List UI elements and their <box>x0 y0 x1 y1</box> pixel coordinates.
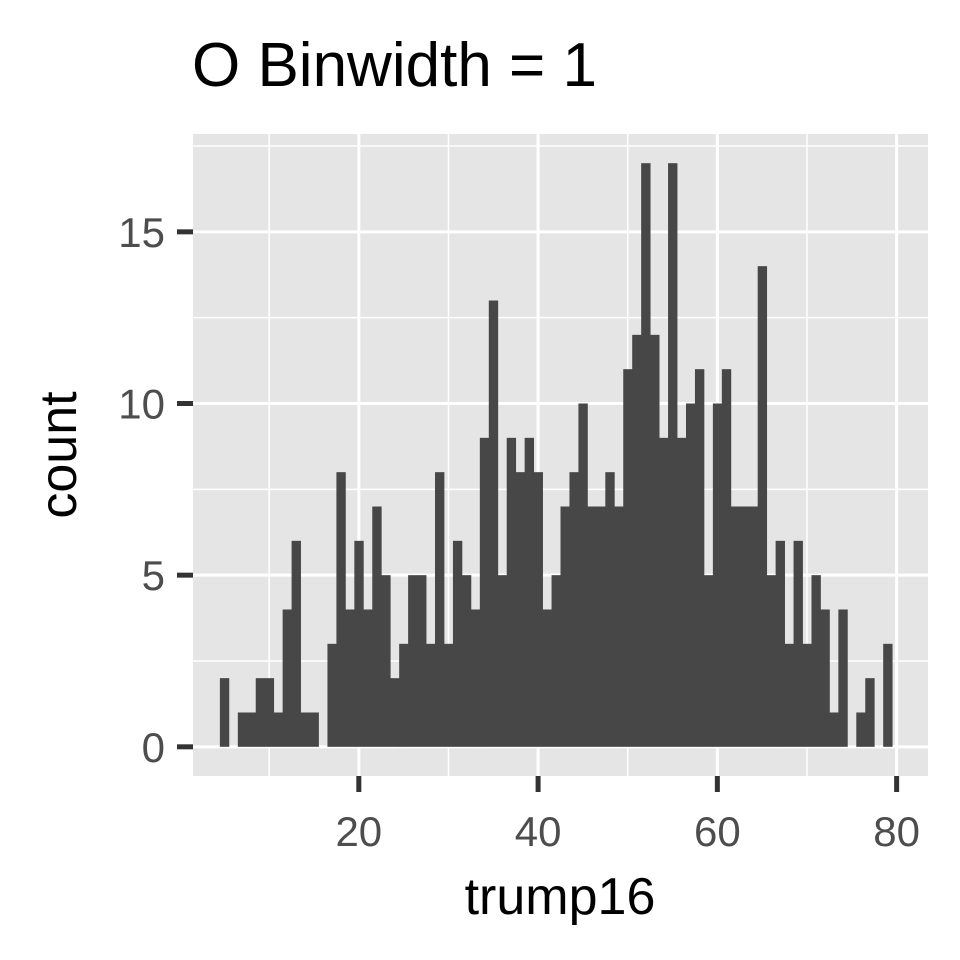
histogram-bar <box>255 678 266 747</box>
histogram-bar <box>372 506 382 747</box>
histogram-bar <box>641 163 651 747</box>
y-tick-label: 5 <box>142 552 165 599</box>
histogram-bar <box>650 334 660 747</box>
histogram-bar <box>560 506 570 747</box>
histogram-bar <box>345 609 355 747</box>
histogram-bar <box>309 712 319 747</box>
histogram-bar <box>578 403 588 747</box>
histogram-bar <box>596 506 606 747</box>
histogram-bar <box>542 609 552 747</box>
histogram-bar <box>354 540 364 747</box>
histogram-bar <box>497 575 508 747</box>
y-axis-title: count <box>30 391 88 519</box>
histogram-bar <box>811 575 821 747</box>
histogram-bar <box>515 472 526 747</box>
histogram-bar <box>443 643 454 747</box>
x-tick-label: 40 <box>515 808 562 855</box>
histogram-bar <box>327 643 337 747</box>
histogram-bar <box>237 712 248 747</box>
histogram-bar <box>246 712 257 747</box>
histogram-bar <box>282 609 292 747</box>
histogram-bar <box>766 575 777 747</box>
x-tick-label: 80 <box>873 808 920 855</box>
y-tick-label: 0 <box>142 724 165 771</box>
histogram-bar <box>605 472 615 747</box>
histogram-bar <box>623 369 633 747</box>
histogram-bar <box>390 678 400 747</box>
histogram-bar <box>533 472 543 747</box>
histogram-bar <box>336 472 346 747</box>
y-axis: 0 5 10 15 <box>118 209 193 771</box>
histogram-bar <box>461 575 472 747</box>
histogram-bar <box>587 506 597 747</box>
histogram-bar <box>712 403 723 747</box>
histogram-bar <box>470 609 481 747</box>
histogram-bar <box>381 575 391 747</box>
histogram-bar <box>488 300 499 747</box>
histogram-bar <box>524 437 535 747</box>
histogram-bar <box>659 437 669 747</box>
histogram-bar <box>569 472 579 747</box>
y-tick-label: 10 <box>118 381 165 428</box>
histogram-bar <box>219 678 230 747</box>
histogram-bar <box>506 437 517 747</box>
histogram-bar <box>739 506 750 747</box>
histogram-bar <box>677 437 687 747</box>
histogram-bar <box>793 540 803 747</box>
chart-title: O Binwidth = 1 <box>192 31 597 100</box>
x-tick-label: 20 <box>335 808 382 855</box>
x-tick-label: 60 <box>694 808 741 855</box>
histogram-bar <box>363 609 373 747</box>
histogram-bar <box>802 643 812 747</box>
histogram-bar <box>399 643 409 747</box>
histogram-bar <box>829 712 839 747</box>
histogram-bar <box>685 403 696 747</box>
histogram-bar <box>408 575 418 747</box>
histogram-bars <box>219 163 893 747</box>
y-tick-label: 15 <box>118 209 165 256</box>
histogram-bar <box>291 540 301 747</box>
x-axis-title: trump16 <box>465 868 656 926</box>
histogram-bar <box>883 643 893 747</box>
histogram-bar <box>300 712 310 747</box>
histogram-bar <box>479 437 490 747</box>
histogram-bar <box>703 575 714 747</box>
histogram-bar <box>614 506 624 747</box>
histogram-bar <box>784 643 794 747</box>
histogram-bar <box>694 369 705 747</box>
histogram-bar <box>838 609 848 747</box>
histogram-bar <box>452 540 463 747</box>
histogram-bar <box>856 712 866 747</box>
histogram-bar <box>865 678 875 747</box>
histogram-bar <box>551 575 561 747</box>
histogram-bar <box>730 506 741 747</box>
histogram-bar <box>435 472 445 747</box>
histogram-bar <box>757 266 768 747</box>
histogram-bar <box>775 540 785 747</box>
histogram-bar <box>273 712 284 747</box>
histogram-bar <box>820 609 830 747</box>
histogram-bar <box>721 369 732 747</box>
histogram-bar <box>668 163 678 747</box>
histogram-bar <box>632 334 642 747</box>
histogram-bar <box>417 575 427 747</box>
histogram-bar <box>748 506 759 747</box>
histogram-bar <box>426 643 436 747</box>
histogram-bar <box>264 678 275 747</box>
x-axis: 20 40 60 80 <box>335 776 920 855</box>
